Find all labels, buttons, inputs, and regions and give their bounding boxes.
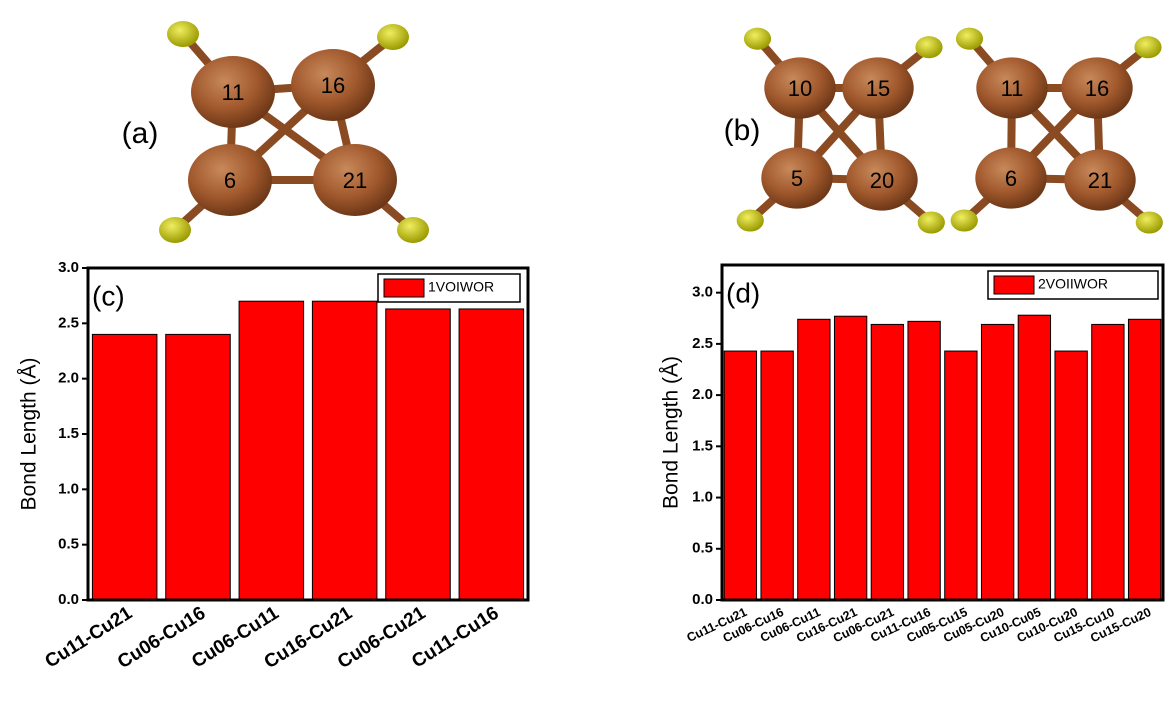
sulfur-atom: [397, 217, 429, 243]
bar: [798, 319, 830, 600]
bar: [1128, 319, 1160, 600]
legend-label: 1VOIWOR: [428, 279, 494, 295]
y-tick-label: 3.0: [58, 259, 79, 276]
atom-label: 16: [321, 73, 345, 98]
atom-label: 11: [1001, 76, 1024, 101]
sulfur-atom: [377, 24, 409, 50]
sulfur-atom: [737, 209, 764, 231]
bar: [239, 301, 304, 600]
y-tick-label: 0.0: [58, 591, 79, 608]
atom-label: 20: [870, 168, 894, 193]
sulfur-atom: [1134, 36, 1161, 58]
panel-label: (c): [92, 280, 125, 311]
figure: (a) 11 16 6 21 (b) 10 15 5 20 11 16 6 21 0.0 0.5 1.0 1.5 2…: [0, 0, 1165, 713]
y-tick-label: 2.0: [692, 386, 713, 403]
sulfur-atom: [159, 217, 191, 243]
atom-label: 10: [788, 76, 812, 101]
bar: [1092, 324, 1124, 600]
bar: [386, 309, 451, 600]
bar: [92, 334, 157, 600]
panel-label: (a): [122, 117, 159, 150]
bar: [761, 351, 793, 600]
bar: [1018, 315, 1050, 600]
y-tick-label: 0.5: [58, 536, 79, 553]
y-tick-label: 1.5: [692, 437, 713, 454]
y-tick-label: 2.5: [58, 314, 79, 331]
bar: [312, 301, 377, 600]
y-tick-label: 2.5: [692, 335, 713, 352]
atom-label: 15: [866, 76, 890, 101]
atom-label: 6: [224, 168, 236, 193]
y-tick-label: 2.0: [58, 370, 79, 387]
y-tick-label: 3.0: [692, 284, 713, 301]
sulfur-atom: [744, 28, 771, 50]
bar: [459, 309, 524, 600]
bar: [945, 351, 977, 600]
sulfur-atom: [167, 21, 199, 47]
atom-label: 21: [1088, 168, 1112, 193]
y-tick-label: 1.5: [58, 425, 79, 442]
sulfur-atom: [915, 36, 942, 58]
legend-label: 2VOIIWOR: [1038, 276, 1108, 292]
atom-label: 11: [222, 80, 245, 105]
bar: [981, 324, 1013, 600]
y-axis-label: Bond Length (Å): [660, 356, 683, 509]
y-tick-label: 1.0: [692, 489, 713, 506]
bar: [908, 321, 940, 600]
bar: [871, 324, 903, 600]
atom-label: 21: [343, 168, 367, 193]
legend-swatch: [994, 276, 1034, 294]
bar: [166, 334, 231, 600]
bar: [724, 351, 756, 600]
y-tick-label: 1.0: [58, 480, 79, 497]
panel-label: (b): [724, 114, 761, 147]
atom-label: 16: [1085, 76, 1109, 101]
atom-label: 6: [1005, 166, 1017, 191]
panel-label: (d): [726, 277, 760, 308]
sulfur-atom: [956, 28, 983, 50]
y-tick-label: 0.5: [692, 540, 713, 557]
bar: [834, 316, 866, 600]
atom-label: 5: [791, 166, 803, 191]
y-tick-label: 0.0: [692, 591, 713, 608]
bar: [1055, 351, 1087, 600]
sulfur-atom: [1136, 211, 1163, 233]
y-axis-label: Bond Length (Å): [18, 358, 41, 511]
legend-swatch: [384, 279, 424, 297]
sulfur-atom: [918, 211, 945, 233]
page: (a) 11 16 6 21 (b) 10 15 5 20 11 16 6 21 0.0 0.5 1.0 1.5 2…: [0, 0, 1165, 713]
sulfur-atom: [951, 209, 978, 231]
